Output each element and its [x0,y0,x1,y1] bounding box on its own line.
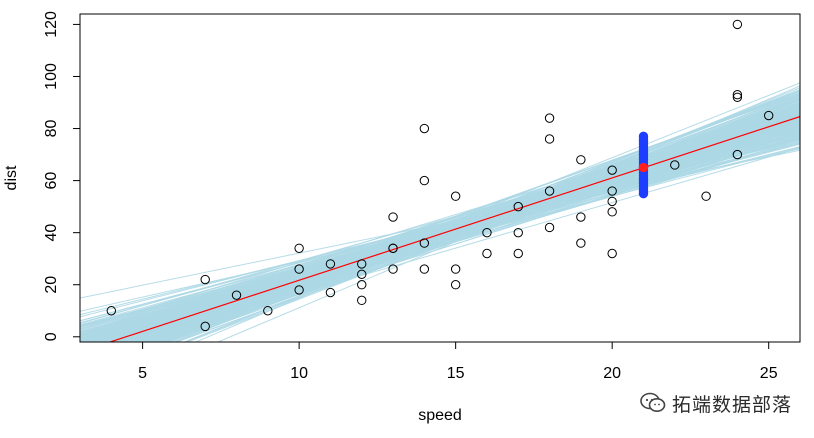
data-point [450,191,461,201]
data-point [607,248,617,259]
data-point [325,287,336,298]
posterior-line [80,137,800,338]
data-point [732,19,743,30]
y-tick-label: 120 [43,11,60,38]
data-point [513,248,523,259]
data-point [513,227,523,238]
prediction-sample [638,131,649,142]
prediction-group [638,131,649,199]
posterior-lines [80,82,800,342]
y-tick-label: 0 [43,332,60,341]
data-point [607,196,617,207]
data-point [294,264,304,274]
watermark: 拓端数据部落 [640,388,792,418]
fit-line-group [108,115,800,342]
data-point [701,191,711,201]
data-point [106,306,117,316]
data-point [576,155,586,165]
data-point [732,89,743,100]
posterior-line [133,122,800,342]
data-point [607,186,617,196]
fit-line [108,115,800,342]
data-point [357,280,367,290]
x-tick-label: 15 [447,365,465,382]
data-point [419,175,430,186]
posterior-line [80,112,800,333]
data-point [294,285,304,295]
data-point [482,248,492,259]
data-point [450,280,461,290]
data-point [357,295,367,306]
data-point [544,222,555,233]
data-point [576,212,586,222]
x-axis: 5 10 15 20 25 [138,341,778,382]
posterior-line [102,112,800,342]
data-point [263,306,273,316]
data-point [325,259,336,269]
posterior-line [141,135,800,342]
prediction-mean [638,162,649,173]
x-tick-label: 5 [138,365,147,382]
data-point [200,321,210,332]
data-point [576,238,586,248]
x-tick-label: 25 [760,365,778,382]
y-tick-label: 100 [43,63,60,90]
posterior-line [148,128,800,342]
posterior-line [80,125,800,324]
data-point [544,113,555,123]
data-point [419,238,430,248]
data-points [106,19,774,332]
data-point [357,269,367,280]
data-point [763,110,774,121]
watermark-text: 拓端数据部落 [672,393,793,416]
y-tick-label: 80 [43,120,60,138]
posterior-line [162,118,800,342]
data-point [388,264,398,274]
data-point [357,259,367,269]
data-point [294,243,304,253]
y-axis: 0 20 40 60 80 100 120 [43,11,81,341]
posterior-line [164,113,800,342]
x-tick-label: 20 [603,365,621,382]
posterior-line [159,96,800,342]
data-point [388,212,398,222]
data-point [450,264,461,274]
data-point [732,92,743,103]
data-point [200,274,210,285]
posterior-line [157,101,800,342]
posterior-line [123,124,800,342]
data-point [513,201,523,212]
data-point [732,149,743,160]
data-point [388,243,398,253]
posterior-line [130,147,800,342]
data-point [544,134,555,144]
data-point [231,290,242,300]
wechat-icon [640,392,666,412]
y-tick-label: 20 [43,276,60,294]
posterior-line [80,133,800,334]
data-point [419,264,430,274]
posterior-line [161,97,800,342]
data-point [544,186,555,196]
data-point [482,227,492,238]
x-tick-label: 10 [290,365,308,382]
x-axis-label: speed [418,407,462,424]
data-point [419,123,430,134]
data-point [670,160,680,170]
data-point [607,207,617,217]
y-axis-label: dist [3,165,20,190]
posterior-line [80,118,800,333]
data-point [607,165,617,175]
y-tick-label: 60 [43,172,60,190]
y-tick-label: 40 [43,224,60,242]
